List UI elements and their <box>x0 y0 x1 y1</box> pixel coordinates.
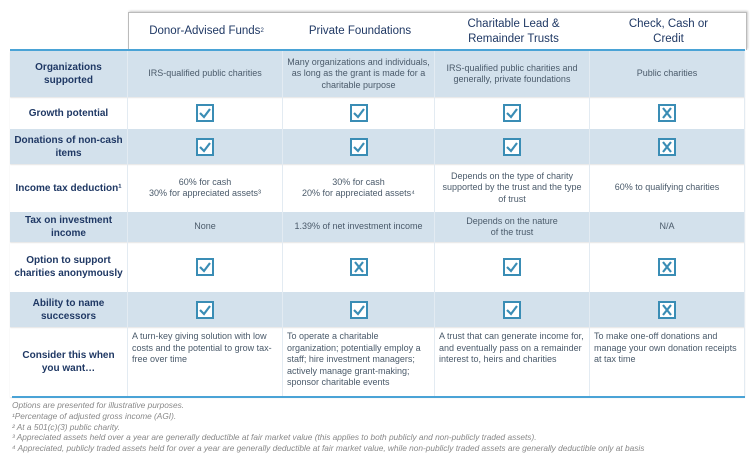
table-row: Organizations supported IRS-qualified pub… <box>10 51 745 97</box>
table-cell <box>590 97 745 129</box>
checkmark-icon <box>196 258 214 276</box>
table-cell <box>283 129 435 164</box>
row-label: Option to support charities anonymously <box>10 242 128 292</box>
table-cell-text: IRS-qualified public charities and gener… <box>435 51 590 97</box>
table-cell-text: To make one-off donations and manage you… <box>590 327 745 397</box>
row-label: Ability to name successors <box>10 292 128 327</box>
table-cell <box>435 97 590 129</box>
x-mark-icon <box>658 300 676 319</box>
footnote: ³ Appreciated assets held over a year ar… <box>12 432 537 443</box>
x-mark-icon <box>349 258 368 276</box>
column-header: Charitable Lead & Remainder Trusts <box>436 13 591 50</box>
table-row: Ability to name successors <box>10 292 745 327</box>
table-cell-text: Depends on the nature of the trust <box>435 212 590 242</box>
x-mark-icon <box>658 104 676 122</box>
checkmark-icon <box>349 300 368 319</box>
table-cell <box>283 242 435 292</box>
footnote: Options are presented for illustrative p… <box>12 400 185 410</box>
table-cell <box>283 292 435 327</box>
table-row: Consider this when you want… A turn-key g… <box>10 327 745 397</box>
table-cell-text: 30% for cash 20% for appreciated assets⁴ <box>283 164 435 212</box>
table-cell <box>128 292 283 327</box>
table-cell <box>590 129 745 164</box>
table-cell <box>128 97 283 129</box>
footnote: ⁴ Appreciated, publicly traded assets he… <box>12 443 645 454</box>
column-header-label: Check, Cash or Credit <box>628 17 709 45</box>
table-cell <box>435 129 590 164</box>
row-label: Organizations supported <box>10 51 128 97</box>
column-header: Donor-Advised Funds 2 <box>129 13 284 50</box>
checkmark-icon <box>503 137 521 156</box>
checkmark-icon <box>503 258 521 276</box>
x-mark-icon <box>658 137 676 156</box>
x-mark-icon <box>658 258 676 276</box>
row-label: Consider this when you want… <box>10 327 128 397</box>
table-cell-text: To operate a charitable organization; po… <box>283 327 435 397</box>
column-header-label: Private Foundations <box>308 25 412 37</box>
table-cell-text: N/A <box>590 212 745 242</box>
table-cell-text: Depends on the type of charity supported… <box>435 164 590 212</box>
table-cell-text: Many organizations and individuals, as l… <box>283 51 435 97</box>
checkmark-icon <box>503 104 521 122</box>
checkmark-icon <box>196 300 214 319</box>
table-cell <box>283 97 435 129</box>
footnote: ¹Percentage of adjusted gross income (AG… <box>12 410 177 421</box>
table-cell-text: A trust that can generate income for, an… <box>435 327 590 397</box>
row-label: Donations of non-cash items <box>10 129 128 164</box>
table-cell <box>590 292 745 327</box>
footnote: ² At a 501(c)(3) public charity. <box>12 421 120 432</box>
row-label: Growth potential <box>10 97 128 129</box>
table-cell-text: 60% for cash 30% for appreciated assets³ <box>128 164 283 212</box>
column-headers: Donor-Advised Funds 2 Private Foundations C… <box>128 12 747 50</box>
column-header: Private Foundations <box>284 13 436 50</box>
table-row: Option to support charities anonymously <box>10 242 745 292</box>
table-cell <box>128 129 283 164</box>
table-cell-text: Public charities <box>590 51 745 97</box>
footnote-ref: 2 <box>260 28 264 34</box>
table-cell <box>435 292 590 327</box>
table-cell <box>590 242 745 292</box>
column-header-label: Charitable Lead & Remainder Trusts <box>467 17 560 45</box>
table-row: Donations of non-cash items <box>10 129 745 164</box>
table-cell-text: None <box>128 212 283 242</box>
checkmark-icon <box>503 300 521 319</box>
table-cell <box>435 242 590 292</box>
table-row: Tax on investment income None 1.39% of net… <box>10 212 745 242</box>
column-header: Check, Cash or Credit <box>591 13 746 50</box>
table-row: Income tax deduction¹ 60% for cash 30% fo… <box>10 164 745 212</box>
footnotes: Options are presented for illustrative p… <box>12 396 745 454</box>
table-cell-text: 1.39% of net investment income <box>283 212 435 242</box>
table-row: Growth potential <box>10 97 745 129</box>
table-cell <box>128 242 283 292</box>
table-cell-text: IRS-qualified public charities <box>128 51 283 97</box>
checkmark-icon <box>349 104 368 122</box>
row-label: Income tax deduction¹ <box>10 164 128 212</box>
row-label: Tax on investment income <box>10 212 128 242</box>
checkmark-icon <box>196 104 214 122</box>
comparison-table: Organizations supported IRS-qualified pub… <box>10 49 745 397</box>
table-cell-text: A turn-key giving solution with low cost… <box>128 327 283 397</box>
checkmark-icon <box>349 137 368 156</box>
table-cell-text: 60% to qualifying charities <box>590 164 745 212</box>
column-header-label: Donor-Advised Funds <box>149 25 261 37</box>
checkmark-icon <box>196 137 214 156</box>
